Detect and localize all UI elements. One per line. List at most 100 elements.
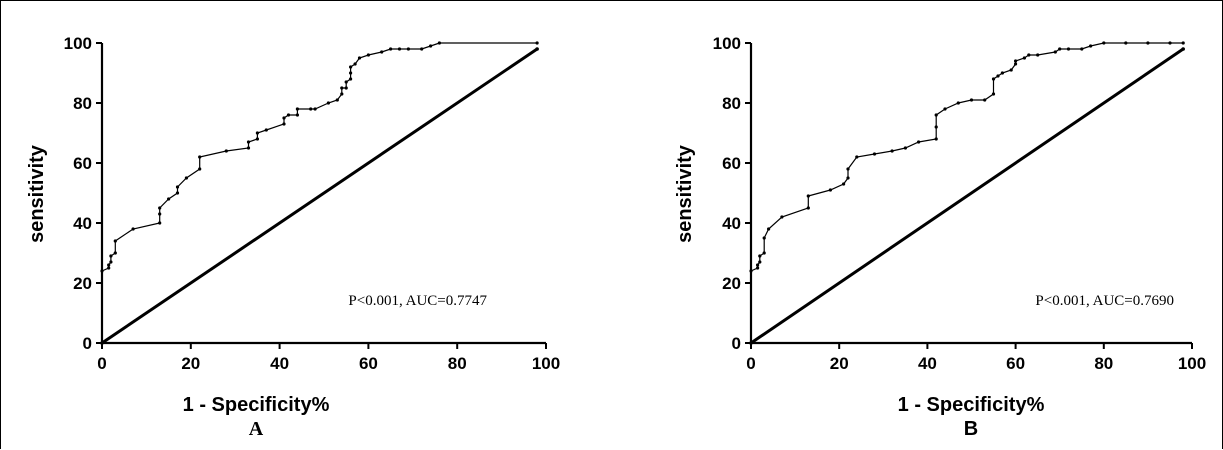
roc-point-b — [983, 98, 987, 102]
roc-point-b — [969, 98, 974, 102]
roc-point-a — [255, 131, 259, 135]
x-tick-label-a: 80 — [448, 354, 467, 373]
roc-point-b — [1014, 59, 1018, 63]
roc-point-b — [758, 254, 762, 258]
x-tick-label-b: 80 — [1094, 354, 1113, 373]
roc-point-b — [1146, 41, 1150, 45]
roc-point-a — [340, 86, 344, 90]
roc-point-a — [246, 140, 251, 144]
roc-point-a — [246, 146, 251, 150]
x-tick-label-b: 40 — [918, 354, 937, 373]
y-tick-label-b: 20 — [722, 274, 741, 293]
roc-point-b — [762, 251, 766, 255]
roc-point-a — [349, 71, 353, 75]
roc-point-a — [406, 47, 410, 51]
roc-point-a — [158, 206, 162, 210]
roc-point-b — [806, 206, 810, 210]
roc-point-a — [224, 149, 228, 153]
roc-point-a — [335, 98, 339, 102]
x-axis-title-a: 1 - Specificity% — [183, 394, 330, 416]
x-tick-label-a: 100 — [532, 354, 560, 373]
roc-point-a — [353, 62, 357, 66]
annotation-a: P<0.001, AUC=0.7747 — [348, 293, 487, 309]
axes-a — [96, 42, 547, 349]
x-axis-title-b: 1 - Specificity% — [898, 394, 1045, 416]
roc-point-b — [991, 92, 996, 96]
y-tick-label-a: 100 — [64, 34, 92, 53]
roc-point-a — [349, 65, 353, 69]
reference-diagonal-b — [750, 47, 1185, 345]
roc-point-b — [1000, 71, 1005, 75]
y-tick-label-b: 100 — [713, 34, 741, 53]
roc-point-b — [996, 74, 1000, 78]
reference-point-b — [1181, 47, 1185, 51]
roc-point-a — [535, 41, 539, 45]
roc-point-a — [158, 212, 162, 216]
roc-point-b — [767, 227, 771, 231]
x-tick-label-b: 60 — [1006, 354, 1025, 373]
roc-point-a — [184, 176, 188, 180]
roc-point-b — [872, 152, 877, 156]
roc-point-a — [286, 113, 291, 117]
y-tick-label-b: 0 — [732, 334, 741, 353]
roc-point-b — [806, 194, 810, 198]
roc-point-a — [366, 53, 370, 57]
roc-point-b — [846, 176, 850, 180]
roc-point-b — [1102, 41, 1106, 45]
roc-point-b — [756, 263, 760, 267]
roc-point-a — [113, 251, 117, 255]
roc-point-a — [158, 221, 162, 225]
roc-point-a — [420, 47, 424, 51]
roc-point-a — [380, 50, 384, 54]
roc-point-b — [1022, 56, 1026, 60]
roc-point-b — [756, 266, 760, 270]
y-axis-title-a: sensitivity — [26, 144, 48, 243]
roc-point-a — [107, 266, 111, 270]
roc-point-b — [991, 77, 996, 81]
panel-label-a: A — [249, 418, 264, 440]
y-tick-label-a: 40 — [73, 214, 92, 233]
roc-point-b — [842, 182, 846, 186]
roc-point-a — [282, 116, 286, 120]
roc-point-b — [934, 137, 938, 141]
panel-label-b: B — [964, 418, 978, 440]
roc-point-a — [313, 107, 317, 111]
roc-point-a — [255, 137, 259, 141]
roc-point-b — [758, 260, 762, 264]
roc-point-a — [429, 44, 433, 48]
roc-point-b — [1181, 41, 1185, 45]
roc-point-b — [1080, 47, 1084, 51]
chart-panel-a: 0 20 40 60 80 100 0 20 40 60 80 100 1 - Specificity… — [26, 34, 560, 440]
roc-point-b — [1014, 62, 1018, 66]
roc-point-a — [349, 77, 353, 81]
y-tick-label-a: 0 — [83, 334, 92, 353]
roc-point-b — [943, 107, 947, 111]
tick-labels-a: 0 20 40 60 80 100 0 20 40 60 80 100 — [64, 34, 561, 373]
annotation-b: P<0.001, AUC=0.7690 — [1035, 293, 1174, 309]
reference-point-a — [535, 47, 539, 51]
axes-b — [745, 42, 1193, 349]
y-tick-label-b: 40 — [722, 214, 741, 233]
roc-point-b — [1124, 41, 1128, 45]
roc-point-a — [437, 41, 441, 45]
roc-point-b — [1168, 41, 1172, 45]
reference-diagonal-a — [101, 47, 538, 345]
y-tick-label-a: 20 — [73, 274, 92, 293]
y-tick-label-a: 60 — [73, 154, 92, 173]
roc-point-a — [264, 128, 268, 132]
roc-point-b — [1066, 47, 1071, 51]
roc-curve-a — [100, 41, 539, 345]
roc-point-a — [175, 191, 180, 195]
roc-point-b — [762, 236, 766, 240]
x-tick-label-b: 0 — [746, 354, 755, 373]
roc-point-b — [855, 155, 859, 159]
roc-point-a — [131, 227, 135, 231]
roc-point-b — [934, 113, 938, 117]
roc-point-b — [903, 146, 908, 150]
roc-point-a — [109, 260, 113, 264]
roc-point-a — [167, 197, 171, 201]
roc-point-a — [357, 56, 362, 60]
x-tick-label-a: 60 — [359, 354, 378, 373]
roc-point-b — [917, 140, 921, 144]
